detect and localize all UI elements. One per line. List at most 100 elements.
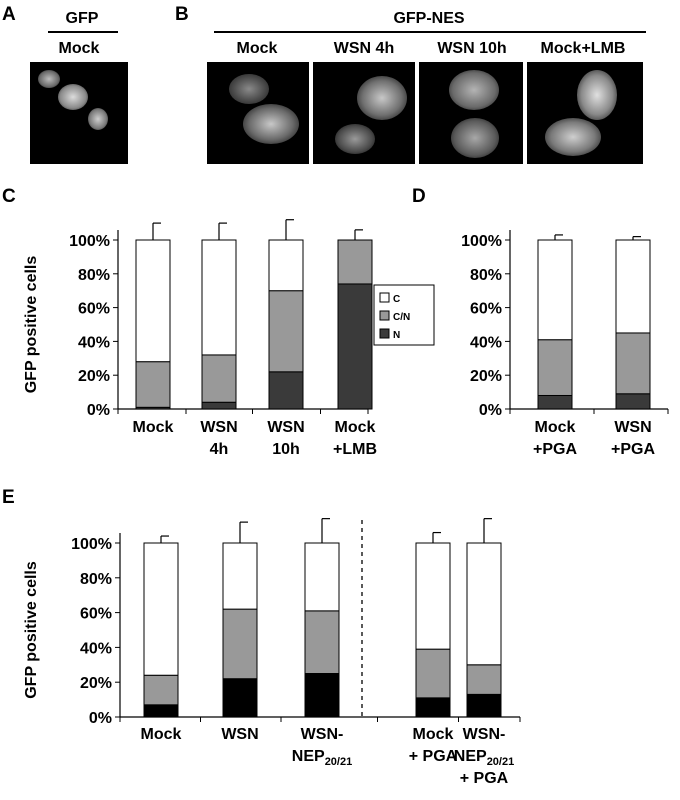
c-y-label: GFP positive cells [23,256,40,394]
c-bar-N-1 [201,401,237,410]
panel-a-header: GFP [65,10,99,27]
c-y-tick-label: 40% [78,334,110,351]
c-bar-CN-0 [135,361,171,408]
e-y-tick-label: 100% [71,536,112,553]
panel-letter-b: B [175,4,189,25]
c-bar-CN-2 [268,290,304,373]
c-x-label-2: WSN [267,419,304,436]
panel-letter-a: A [2,4,16,25]
legend: C C/N N [373,284,435,346]
c-bar-C-1 [201,239,237,356]
c-x-label-2: 10h [272,441,300,458]
d-bar-C-0 [537,239,573,341]
panel-b-label-wsn-10h: WSN 10h [437,40,507,57]
panel-a-header-rule [48,31,118,33]
e-x-label-4: + PGA [460,770,509,787]
chart-d: 0% 20% 40% 60% 80% 100% Mock +PGA WSN +PGA [461,230,669,458]
legend-swatch-n [379,328,390,339]
d-bar-CN-0 [537,339,573,396]
c-bar-N-3 [337,283,373,410]
e-x-label-3: Mock [413,726,454,743]
e-y-tick-label: 60% [80,606,112,623]
e-bar-CN-2 [304,610,340,674]
e-bar-CN-3 [415,648,451,699]
e-bar-N-2 [304,673,340,718]
legend-label-n: N [393,330,400,341]
legend-swatch-c [379,292,390,303]
e-bar-C-1 [222,542,258,610]
e-x-label-0: Mock [141,726,182,743]
panel-b-header-rule [214,31,646,33]
d-x-label-1: +PGA [611,441,655,458]
e-x-label-3: + PGA [409,748,458,765]
e-bar-C-3 [415,542,451,650]
d-y-tick-label: 60% [470,301,502,318]
e-bar-C-4 [466,542,502,666]
c-y-tick-label: 60% [78,301,110,318]
d-x-label-1: WSN [614,419,651,436]
c-y-tick-label: 20% [78,368,110,385]
e-bar-N-0 [143,704,179,718]
chart-e: 0% 20% 40% 60% 80% 100% GFP positive cells Mock… [23,518,521,787]
panel-b-label-mock-lmb: Mock+LMB [540,40,626,57]
e-x-label-4: NEP20/21 [454,748,514,768]
c-x-label-3: +LMB [333,441,377,458]
e-bar-N-3 [415,697,451,718]
d-y-tick-label: 100% [461,233,502,250]
e-bar-CN-4 [466,664,502,695]
panel-letter-d: D [412,186,426,207]
e-bar-N-4 [466,693,502,718]
micrograph-gfp-mock [30,62,128,164]
c-bar-CN-1 [201,354,237,403]
c-x-label-1: 4h [210,441,229,458]
d-y-tick-label: 40% [470,334,502,351]
d-bar-N-1 [615,393,651,410]
panel-b-label-mock: Mock [236,40,278,57]
c-x-label-1: WSN [200,419,237,436]
e-bar-CN-0 [143,674,179,706]
e-y-tick-label: 20% [80,675,112,692]
micrograph-gfp-nes-mock-lmb [527,62,643,164]
chart-c: 0% 20% 40% 60% 80% 100% GFP positive cells Mock… [23,219,377,458]
c-x-label-0: Mock [133,419,174,436]
e-x-label-2: WSN- [301,726,344,743]
panel-b-header: GFP-NES [393,10,465,27]
e-y-tick-label: 80% [80,571,112,588]
e-x-label-4: WSN- [463,726,506,743]
legend-label-c: C [393,294,400,305]
panel-letter-c: C [2,186,16,207]
c-y-tick-label: 0% [87,402,110,419]
e-bar-C-2 [304,542,340,612]
panel-a-label-mock: Mock [58,40,100,57]
c-bar-CN-3 [337,239,373,285]
d-y-tick-label: 20% [470,368,502,385]
e-bar-C-0 [143,542,179,676]
legend-label-cn: C/N [393,312,410,323]
e-y-tick-label: 40% [80,640,112,657]
d-bar-C-1 [615,239,651,334]
c-y-tick-label: 80% [78,267,110,284]
micrograph-gfp-nes-mock [207,62,309,164]
e-bar-CN-1 [222,608,258,680]
legend-swatch-cn [379,310,390,321]
c-y-tick-label: 100% [69,233,110,250]
e-x-label-1: WSN [221,726,258,743]
e-bar-N-1 [222,678,258,718]
d-bar-N-0 [537,394,573,410]
c-bar-N-2 [268,371,304,410]
c-x-label-3: Mock [335,419,376,436]
panel-b-label-wsn-4h: WSN 4h [333,40,395,57]
d-x-label-0: Mock [535,419,576,436]
d-bar-CN-1 [615,332,651,395]
e-y-label: GFP positive cells [23,561,40,699]
micrograph-gfp-nes-wsn-4h [313,62,415,164]
d-x-label-0: +PGA [533,441,577,458]
micrograph-gfp-nes-wsn-10h [419,62,523,164]
e-x-label-2: NEP20/21 [292,748,352,768]
panel-letter-e: E [2,487,15,508]
d-y-tick-label: 0% [479,402,502,419]
c-bar-C-2 [268,239,304,292]
d-y-tick-label: 80% [470,267,502,284]
c-bar-C-0 [135,239,171,363]
e-y-tick-label: 0% [89,710,112,727]
